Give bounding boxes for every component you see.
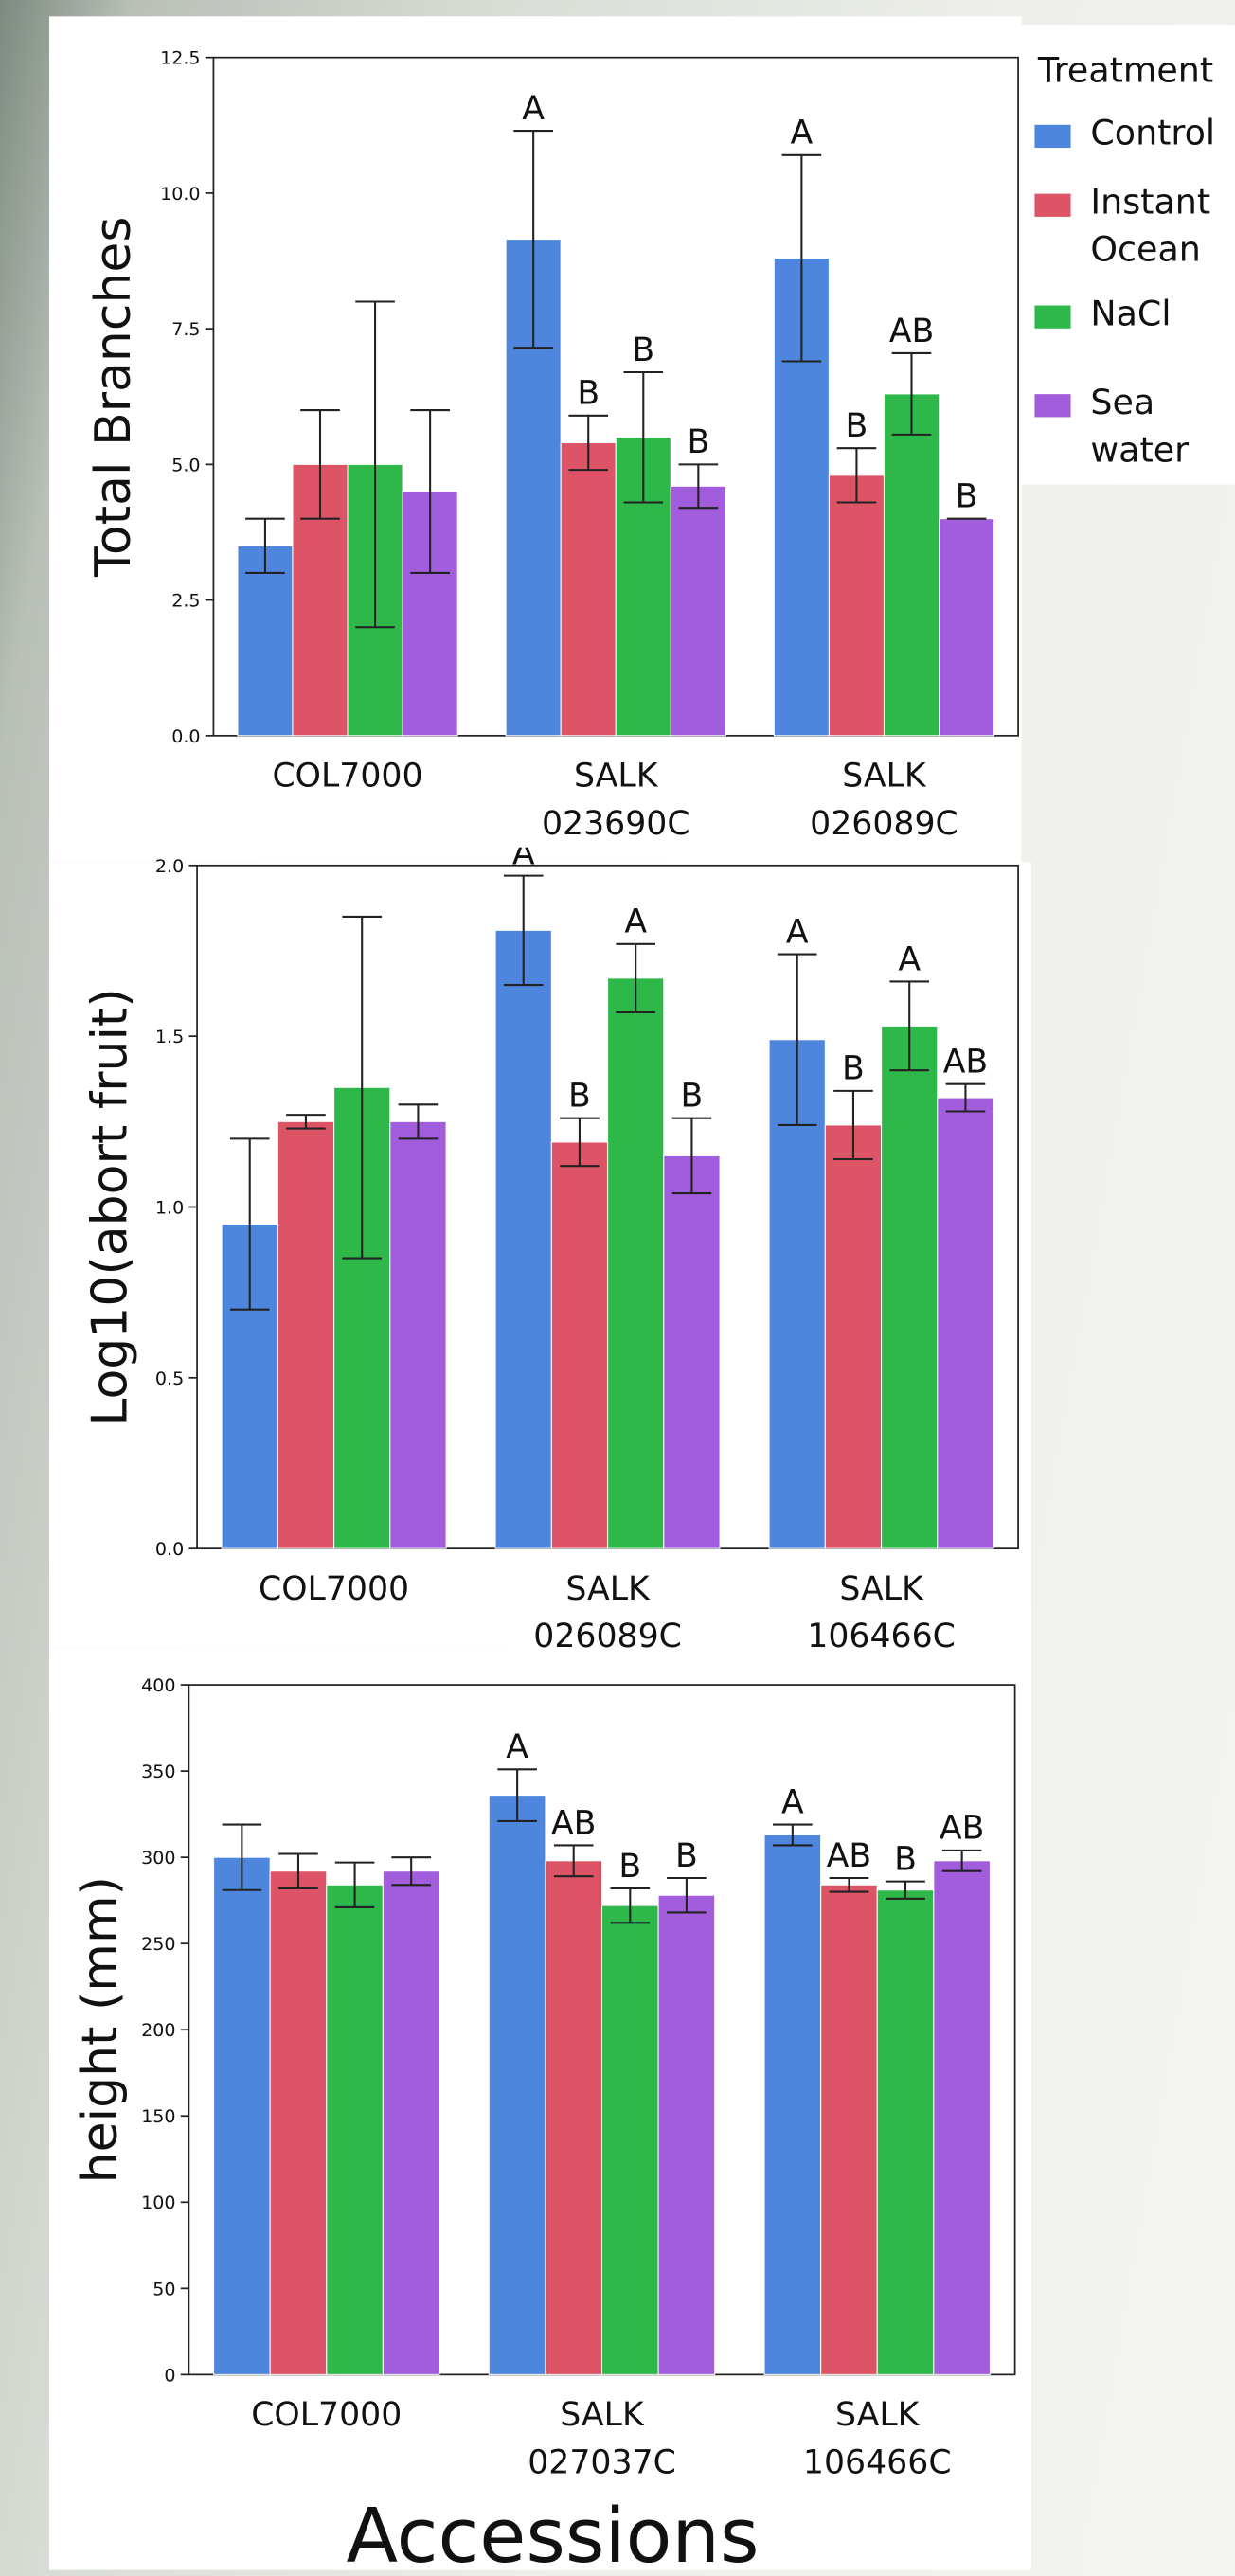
bar [877, 1890, 934, 2375]
significance-letter: B [842, 1050, 865, 1088]
significance-letter: B [632, 331, 654, 369]
significance-letter: B [687, 423, 709, 461]
legend-label: Instant Ocean [1090, 179, 1222, 276]
y-tick-label: 2.5 [171, 591, 200, 612]
significance-letter: A [624, 903, 647, 941]
y-tick-label: 12.5 [160, 48, 200, 69]
legend-title: Treatment [1037, 50, 1213, 91]
legend-label: Sea water [1090, 380, 1222, 476]
legend-swatch [1034, 125, 1070, 148]
x-tick-label: COL7000 [249, 752, 446, 799]
significance-letter: AB [940, 1810, 985, 1848]
significance-letter: A [522, 90, 545, 128]
bar [561, 442, 616, 735]
significance-letter: AB [827, 1837, 872, 1875]
significance-letter: B [846, 407, 868, 445]
x-axis-label: Accessions [346, 2492, 759, 2575]
y-tick-label: 100 [141, 2192, 175, 2213]
significance-letter: B [956, 478, 978, 516]
y-tick-label: 250 [141, 1934, 175, 1955]
significance-letter: A [791, 115, 814, 152]
x-tick-label: SALK 106466C [779, 2391, 975, 2487]
bar [602, 1905, 659, 2374]
significance-letter: A [786, 913, 809, 951]
x-tick-label: COL7000 [228, 2391, 425, 2439]
y-tick-label: 0 [164, 2365, 175, 2386]
x-tick-label: SALK 026089C [510, 1565, 707, 1661]
y-tick-label: 2.0 [155, 856, 184, 877]
x-tick-label: SALK 026089C [785, 752, 982, 848]
legend-label: NaCl [1090, 291, 1222, 339]
bar [546, 1861, 602, 2375]
bar [270, 1871, 327, 2375]
y-tick-label: 0.0 [171, 726, 200, 747]
y-tick-label: 7.5 [171, 319, 200, 340]
significance-letter: AB [943, 1044, 989, 1082]
y-tick-label: 50 [152, 2279, 175, 2299]
y-tick-label: 1.0 [155, 1197, 184, 1218]
y-tick-label: 150 [141, 2106, 175, 2127]
y-tick-label: 5.0 [171, 455, 200, 475]
bar [764, 1834, 821, 2374]
significance-letter: B [568, 1078, 591, 1116]
legend-swatch [1034, 306, 1070, 329]
bar [327, 1885, 384, 2374]
legend-swatch [1034, 194, 1070, 217]
significance-letter: B [577, 375, 600, 413]
significance-letter: AB [551, 1804, 597, 1842]
bar [884, 394, 939, 736]
y-tick-label: 400 [141, 1675, 175, 1696]
significance-letter: A [898, 940, 921, 978]
y-tick-label: 200 [141, 2020, 175, 2041]
y-tick-label: 0.5 [155, 1368, 184, 1389]
legend-swatch [1034, 394, 1070, 417]
y-tick-label: 300 [141, 1848, 175, 1869]
x-tick-label: SALK 106466C [783, 1565, 980, 1661]
bar [277, 1121, 333, 1548]
y-tick-label: 1.5 [155, 1027, 184, 1047]
bar [829, 475, 884, 736]
bar [938, 1098, 993, 1548]
y-axis-label: Total Branches [85, 216, 142, 578]
significance-letter: B [681, 1078, 704, 1116]
bar [551, 1142, 607, 1548]
bar [664, 1155, 720, 1548]
bar [671, 486, 725, 736]
x-tick-label: COL7000 [236, 1565, 433, 1613]
bar [821, 1885, 878, 2374]
bar [940, 519, 994, 736]
bar [390, 1121, 446, 1548]
figure: 0.02.55.07.510.012.5Total BranchesABBBAB… [0, 0, 1235, 2575]
bar [658, 1895, 715, 2374]
x-tick-label: SALK 027037C [503, 2391, 700, 2487]
y-axis-label: Log10(abort fruit) [82, 988, 139, 1425]
significance-letter: B [894, 1841, 917, 1879]
bar [383, 1871, 439, 2375]
significance-letter: B [675, 1837, 698, 1875]
significance-letter: A [506, 1728, 528, 1766]
bar [238, 546, 293, 736]
bar [825, 1125, 881, 1548]
bar [882, 1026, 938, 1548]
significance-letter: AB [889, 313, 935, 350]
legend-label: Control [1090, 110, 1222, 158]
chart-canvas: 0.02.55.07.510.012.5Total BranchesABBBAB… [0, 0, 1235, 2575]
x-tick-label: SALK 023690C [517, 752, 714, 848]
significance-letter: B [618, 1848, 641, 1886]
bar [495, 930, 551, 1548]
y-tick-label: 0.0 [155, 1539, 184, 1560]
bar [934, 1861, 991, 2375]
y-tick-label: 350 [141, 1762, 175, 1782]
bar [489, 1796, 546, 2375]
y-tick-label: 10.0 [160, 184, 200, 205]
bar [608, 978, 664, 1548]
y-axis-label: height (mm) [72, 1876, 129, 2183]
significance-letter: A [781, 1783, 804, 1821]
bar [214, 1857, 271, 2374]
